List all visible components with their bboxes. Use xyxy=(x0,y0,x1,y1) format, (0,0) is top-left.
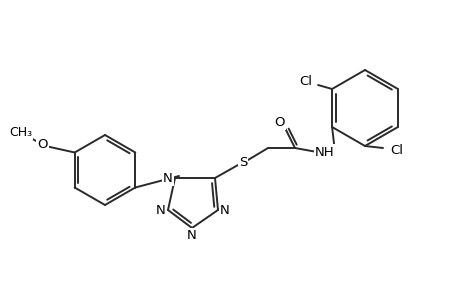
Text: NH: NH xyxy=(314,146,334,158)
Text: N: N xyxy=(163,172,173,184)
Text: Cl: Cl xyxy=(390,143,403,157)
Text: N: N xyxy=(187,230,196,242)
Text: N: N xyxy=(156,203,166,217)
Text: N: N xyxy=(220,203,230,217)
Text: O: O xyxy=(274,116,285,128)
Text: S: S xyxy=(238,155,246,169)
Text: Cl: Cl xyxy=(299,74,312,88)
Text: O: O xyxy=(37,138,48,151)
Text: CH₃: CH₃ xyxy=(9,126,32,139)
